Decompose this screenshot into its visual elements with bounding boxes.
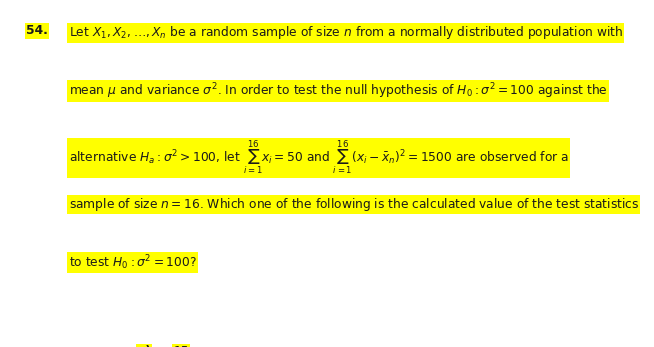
Text: to test $H_0: \sigma^2 = 100$?: to test $H_0: \sigma^2 = 100$?	[69, 253, 196, 272]
Text: sample of size $n = 16$. Which one of the following is the calculated value of t: sample of size $n = 16$. Which one of th…	[69, 196, 639, 213]
Text: mean $\mu$ and variance $\sigma^2$. In order to test the null hypothesis of $H_0: mean $\mu$ and variance $\sigma^2$. In o…	[69, 82, 608, 101]
Text: alternative $H_a: \sigma^2 > 100$, let $\sum_{i=1}^{16} x_i = 50$ and $\sum_{i=1: alternative $H_a: \sigma^2 > 100$, let $…	[69, 139, 568, 177]
Text: 54.: 54.	[26, 24, 48, 37]
Text: 15: 15	[173, 345, 189, 347]
Text: a): a)	[137, 345, 151, 347]
Text: Let $X_1, X_2, \ldots, X_n$ be a random sample of size $n$ from a normally distr: Let $X_1, X_2, \ldots, X_n$ be a random …	[69, 24, 623, 41]
